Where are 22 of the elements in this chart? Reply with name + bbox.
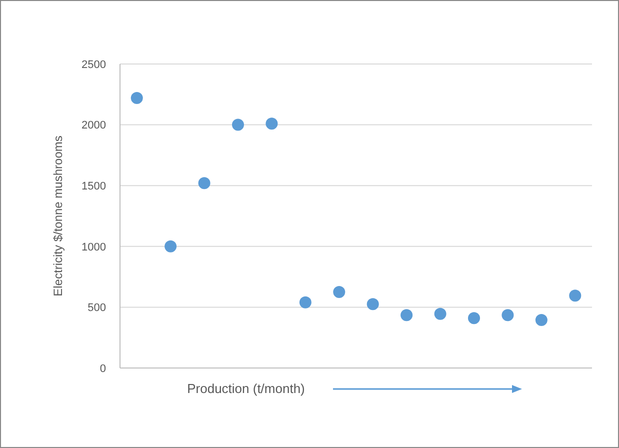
point xyxy=(333,286,346,298)
point xyxy=(569,290,582,302)
y-tick-label: 0 xyxy=(100,362,106,375)
point xyxy=(434,308,446,320)
point xyxy=(232,118,244,131)
point xyxy=(468,312,480,324)
y-tick-label: 500 xyxy=(88,302,106,314)
point xyxy=(366,298,379,310)
y-tick-label: 1500 xyxy=(82,180,106,192)
y-axis-title: Electricity $/tonne mushrooms xyxy=(51,136,65,296)
y-tick-label: 2000 xyxy=(82,120,106,132)
point xyxy=(164,240,177,252)
point xyxy=(400,309,413,322)
point xyxy=(299,296,312,308)
point xyxy=(535,314,548,326)
y-tick-label: 1000 xyxy=(82,241,106,254)
y-tick-label: 2500 xyxy=(82,58,106,71)
point xyxy=(198,177,210,190)
point xyxy=(266,118,278,130)
point xyxy=(130,92,143,104)
x-axis-title: Production (t/month) xyxy=(187,381,305,396)
point xyxy=(502,309,514,322)
